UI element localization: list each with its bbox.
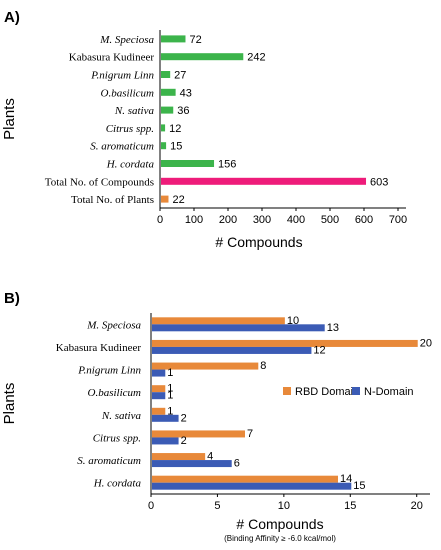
chart-b-value-label: 15 <box>353 480 365 492</box>
chart-b-category-label: H. cordata <box>93 478 142 490</box>
chart-b-category-label: N. sativa <box>101 410 142 422</box>
chart-a-x-tick-label: 0 <box>157 214 163 226</box>
chart-a-bar <box>161 88 176 96</box>
chart-a-bar <box>161 124 166 132</box>
chart-a-value-label: 242 <box>247 52 265 64</box>
chart-a-xlabel: # Compounds <box>215 234 302 250</box>
chart-a-value-label: 27 <box>174 70 186 82</box>
chart-a-x-tick-label: 600 <box>355 214 373 226</box>
chart-b-legend-swatch <box>283 387 291 395</box>
chart-b-x-tick-label: 15 <box>344 500 356 512</box>
chart-b-bar-rbd <box>152 362 259 370</box>
chart-a-bar <box>161 35 186 43</box>
chart-b-category-label: Citrus spp. <box>93 432 141 444</box>
chart-b-x-tick-label: 5 <box>214 500 220 512</box>
chart-b-value-label: 13 <box>327 322 339 334</box>
chart-b-value-label: 2 <box>181 435 187 447</box>
chart-a-bar <box>161 142 167 150</box>
chart-b-value-label: 8 <box>260 360 266 372</box>
chart-a-x-tick-label: 100 <box>185 214 203 226</box>
chart-b-legend-label: N-Domain <box>364 386 414 398</box>
chart-b-bar-n-domain <box>152 482 352 490</box>
chart-a-category-label: P.nigrum Linn <box>90 70 154 82</box>
chart-b-category-label: O.basilicum <box>88 387 142 399</box>
chart-b-bar-n-domain <box>152 414 179 422</box>
chart-a-value-label: 603 <box>370 176 388 188</box>
chart-a-x-tick-label: 500 <box>321 214 339 226</box>
chart-b-bar-rbd <box>152 317 285 325</box>
chart-b-bar-rbd <box>152 385 166 393</box>
chart-b-bar-n-domain <box>152 324 325 332</box>
chart-a-bar <box>161 160 215 167</box>
chart-a-category-label: S. aromaticum <box>90 141 154 153</box>
chart-a-value-label: 22 <box>172 194 184 206</box>
chart-b-bar-n-domain <box>152 460 232 468</box>
chart-a-x-tick-label: 400 <box>287 214 305 226</box>
chart-b-bar-rbd <box>152 407 166 415</box>
chart-a-bar <box>161 195 169 203</box>
chart-b-bar-n-domain <box>152 392 166 400</box>
chart-b-legend-label: RBD Domain <box>295 386 359 398</box>
chart-a-ylabel: Plants <box>1 98 18 140</box>
chart-b-bar-rbd <box>152 453 206 461</box>
chart-a-value-label: 36 <box>177 105 189 117</box>
chart-b-legend: RBD Domain N-Domain <box>283 386 414 398</box>
chart-a-x-tick-label: 700 <box>389 214 407 226</box>
panel-b-label: B) <box>4 290 20 307</box>
chart-b-value-label: 4 <box>207 451 213 463</box>
chart-a-category-label: Kabasura Kudineer <box>69 52 155 64</box>
panel-a-label: A) <box>4 9 20 26</box>
chart-a-category-label: O.basilicum <box>101 87 155 99</box>
chart-b-x-tick-label: 10 <box>278 500 290 512</box>
chart-a-category-label: Total No. of Plants <box>71 194 154 206</box>
chart-b-value-label: 1 <box>167 383 173 395</box>
chart-a-category-label: N. sativa <box>114 105 155 117</box>
chart-b-value-label: 6 <box>234 458 240 470</box>
chart-b-xlabel: # Compounds <box>236 516 323 532</box>
chart-b-value-label: 1 <box>167 390 173 402</box>
chart-a-value-label: 15 <box>170 141 182 153</box>
chart-b-legend-swatch <box>352 387 360 395</box>
chart-a-x-tick-label: 300 <box>253 214 271 226</box>
chart-b-value-label: 2 <box>181 412 187 424</box>
chart-b-bar-rbd <box>152 430 245 438</box>
chart-a-x-tick-label: 200 <box>219 214 237 226</box>
chart-b-bar-n-domain <box>152 369 166 377</box>
chart-b-value-label: 14 <box>340 473 352 485</box>
chart-b-category-label: M. Speciosa <box>86 319 141 331</box>
chart-a-bar <box>161 106 174 114</box>
chart-b: Plants # Compounds (Binding Affinity ≥ -… <box>1 313 432 543</box>
chart-a-value-label: 12 <box>169 123 181 135</box>
chart-a-value-label: 43 <box>180 87 192 99</box>
chart-b-x-tick-label: 20 <box>411 500 423 512</box>
chart-b-category-label: P.nigrum Linn <box>77 365 141 377</box>
chart-b-bar-n-domain <box>152 346 312 354</box>
chart-b-value-label: 10 <box>287 315 299 327</box>
chart-a-category-label: M. Speciosa <box>99 34 154 46</box>
chart-b-value-label: 7 <box>247 428 253 440</box>
chart-a-category-label: H. cordata <box>106 159 155 171</box>
chart-a: Plants # Compounds 0 100 200 300 400 500 600 70… <box>1 30 407 250</box>
chart-a-value-label: 72 <box>189 34 201 46</box>
chart-b-bar-n-domain <box>152 437 179 445</box>
chart-b-category-label: S. aromaticum <box>77 455 141 467</box>
chart-a-category-label: Citrus spp. <box>106 123 154 135</box>
chart-b-value-label: 20 <box>420 337 432 349</box>
chart-b-bar-rbd <box>152 339 418 347</box>
chart-b-value-label: 12 <box>313 344 325 356</box>
chart-b-xlabel-note: (Binding Affinity ≥ -6.0 kcal/mol) <box>224 534 336 543</box>
chart-a-value-label: 156 <box>218 159 236 171</box>
chart-b-value-label: 1 <box>167 367 173 379</box>
chart-b-ylabel: Plants <box>1 383 18 425</box>
chart-b-bar-rbd <box>152 475 338 483</box>
chart-b-value-label: 1 <box>167 405 173 417</box>
chart-a-bar <box>161 53 244 61</box>
chart-a-bar <box>161 71 171 78</box>
chart-a-category-label: Total No. of Compounds <box>45 176 154 188</box>
chart-b-category-label: Kabasura Kudineer <box>56 342 142 354</box>
chart-b-x-tick-label: 0 <box>148 500 154 512</box>
chart-a-bar <box>161 177 367 185</box>
